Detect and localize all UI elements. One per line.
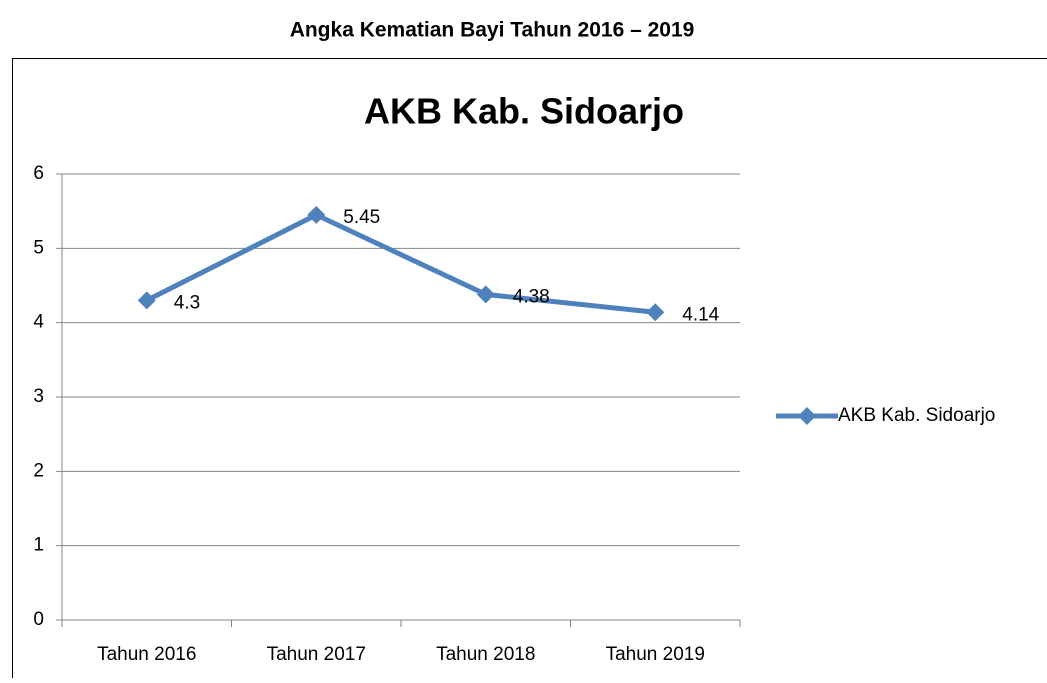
data-label: 5.45: [343, 207, 380, 228]
y-tick-label: 3: [33, 386, 44, 407]
marker: [138, 291, 156, 309]
line: [147, 215, 656, 312]
y-tick-label: 0: [33, 609, 44, 630]
marker: [477, 285, 495, 303]
y-tick-label: 2: [33, 460, 44, 481]
data-label: 4.14: [682, 304, 719, 325]
legend-marker: [798, 407, 816, 425]
chart-title: AKB Kab. Sidoarjo: [364, 91, 684, 132]
y-tick-label: 5: [33, 237, 44, 258]
y-tick-label: 1: [33, 535, 44, 556]
marker: [307, 206, 325, 224]
y-tick-label: 4: [33, 312, 44, 333]
marker: [646, 303, 664, 321]
y-tick-label: 6: [33, 163, 44, 184]
heading: Angka Kematian Bayi Tahun 2016 – 2019: [290, 19, 695, 42]
data-label: 4.3: [174, 292, 200, 313]
x-tick-label: Tahun 2018: [436, 644, 535, 665]
legend-label: AKB Kab. Sidoarjo: [838, 405, 995, 426]
x-tick-label: Tahun 2016: [97, 644, 196, 665]
x-tick-label: Tahun 2019: [606, 644, 705, 665]
data-label: 4.38: [513, 286, 550, 307]
x-tick-label: Tahun 2017: [267, 644, 366, 665]
chart-frame: [13, 59, 1047, 679]
